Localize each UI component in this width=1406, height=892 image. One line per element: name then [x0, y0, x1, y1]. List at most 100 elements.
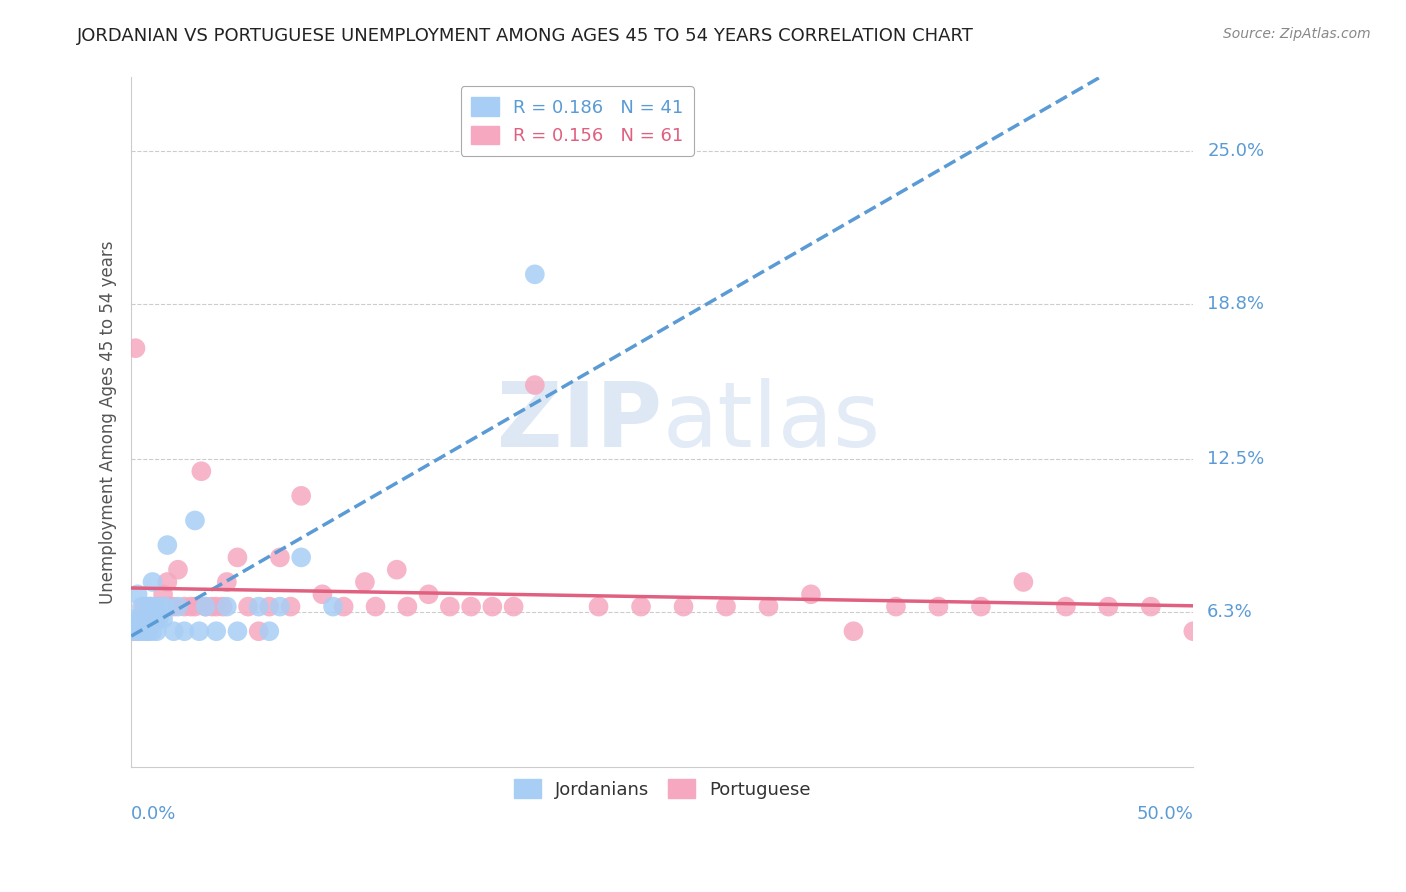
Point	[211, 599, 233, 614]
Point	[290, 489, 312, 503]
Point	[1054, 599, 1077, 614]
Point	[124, 341, 146, 355]
Point	[122, 624, 145, 639]
Point	[215, 599, 238, 614]
Point	[127, 587, 149, 601]
Point	[460, 599, 482, 614]
Point	[927, 599, 949, 614]
Point	[259, 624, 281, 639]
Point	[163, 624, 186, 639]
Point	[173, 599, 195, 614]
Text: JORDANIAN VS PORTUGUESE UNEMPLOYMENT AMONG AGES 45 TO 54 YEARS CORRELATION CHART: JORDANIAN VS PORTUGUESE UNEMPLOYMENT AMO…	[77, 27, 974, 45]
Point	[156, 538, 179, 552]
Point	[180, 599, 202, 614]
Point	[155, 599, 177, 614]
Point	[205, 624, 228, 639]
Point	[127, 624, 149, 639]
Point	[152, 612, 174, 626]
Point	[132, 624, 155, 639]
Point	[280, 599, 302, 614]
Point	[247, 624, 270, 639]
Point	[439, 599, 461, 614]
Point	[396, 599, 419, 614]
Text: ZIP: ZIP	[498, 378, 662, 466]
Point	[1182, 624, 1205, 639]
Point	[970, 599, 993, 614]
Point	[332, 599, 354, 614]
Point	[167, 563, 190, 577]
Point	[184, 599, 207, 614]
Point	[714, 599, 737, 614]
Point	[226, 624, 249, 639]
Point	[481, 599, 503, 614]
Point	[523, 268, 546, 282]
Y-axis label: Unemployment Among Ages 45 to 54 years: Unemployment Among Ages 45 to 54 years	[100, 240, 117, 604]
Point	[128, 612, 150, 626]
Point	[354, 574, 377, 589]
Point	[139, 599, 162, 614]
Point	[188, 624, 211, 639]
Point	[269, 550, 291, 565]
Point	[523, 378, 546, 392]
Point	[145, 624, 167, 639]
Point	[139, 612, 162, 626]
Point	[143, 599, 166, 614]
Point	[127, 624, 149, 639]
Point	[141, 574, 163, 589]
Point	[502, 599, 524, 614]
Point	[385, 563, 408, 577]
Point	[800, 587, 823, 601]
Legend: Jordanians, Portuguese: Jordanians, Portuguese	[506, 772, 818, 805]
Point	[201, 599, 224, 614]
Point	[247, 599, 270, 614]
Point	[163, 599, 186, 614]
Point	[136, 624, 159, 639]
Point	[135, 624, 157, 639]
Point	[1012, 574, 1035, 589]
Point	[1097, 599, 1119, 614]
Point	[184, 513, 207, 527]
Point	[135, 612, 157, 626]
Point	[136, 599, 159, 614]
Point	[141, 624, 163, 639]
Point	[139, 599, 162, 614]
Point	[194, 599, 217, 614]
Point	[630, 599, 652, 614]
Point	[194, 599, 217, 614]
Point	[322, 599, 344, 614]
Point	[136, 624, 159, 639]
Point	[143, 612, 166, 626]
Point	[588, 599, 610, 614]
Point	[259, 599, 281, 614]
Point	[226, 550, 249, 565]
Point	[152, 587, 174, 601]
Point	[131, 612, 153, 626]
Point	[124, 616, 146, 631]
Point	[132, 599, 155, 614]
Point	[159, 599, 181, 614]
Point	[672, 599, 695, 614]
Text: 18.8%: 18.8%	[1208, 295, 1264, 313]
Point	[156, 574, 179, 589]
Point	[155, 599, 177, 614]
Point	[758, 599, 780, 614]
Point	[205, 599, 228, 614]
Point	[149, 599, 172, 614]
Point	[148, 612, 170, 626]
Point	[236, 599, 259, 614]
Point	[364, 599, 387, 614]
Text: 0.0%: 0.0%	[131, 805, 177, 823]
Point	[884, 599, 907, 614]
Text: 12.5%: 12.5%	[1208, 450, 1264, 468]
Point	[215, 574, 238, 589]
Point	[122, 624, 145, 639]
Point	[842, 624, 865, 639]
Text: 50.0%: 50.0%	[1136, 805, 1194, 823]
Point	[143, 599, 166, 614]
Point	[173, 624, 195, 639]
Point	[269, 599, 291, 614]
Point	[131, 624, 153, 639]
Text: 6.3%: 6.3%	[1208, 602, 1253, 621]
Point	[135, 612, 157, 626]
Point	[131, 599, 153, 614]
